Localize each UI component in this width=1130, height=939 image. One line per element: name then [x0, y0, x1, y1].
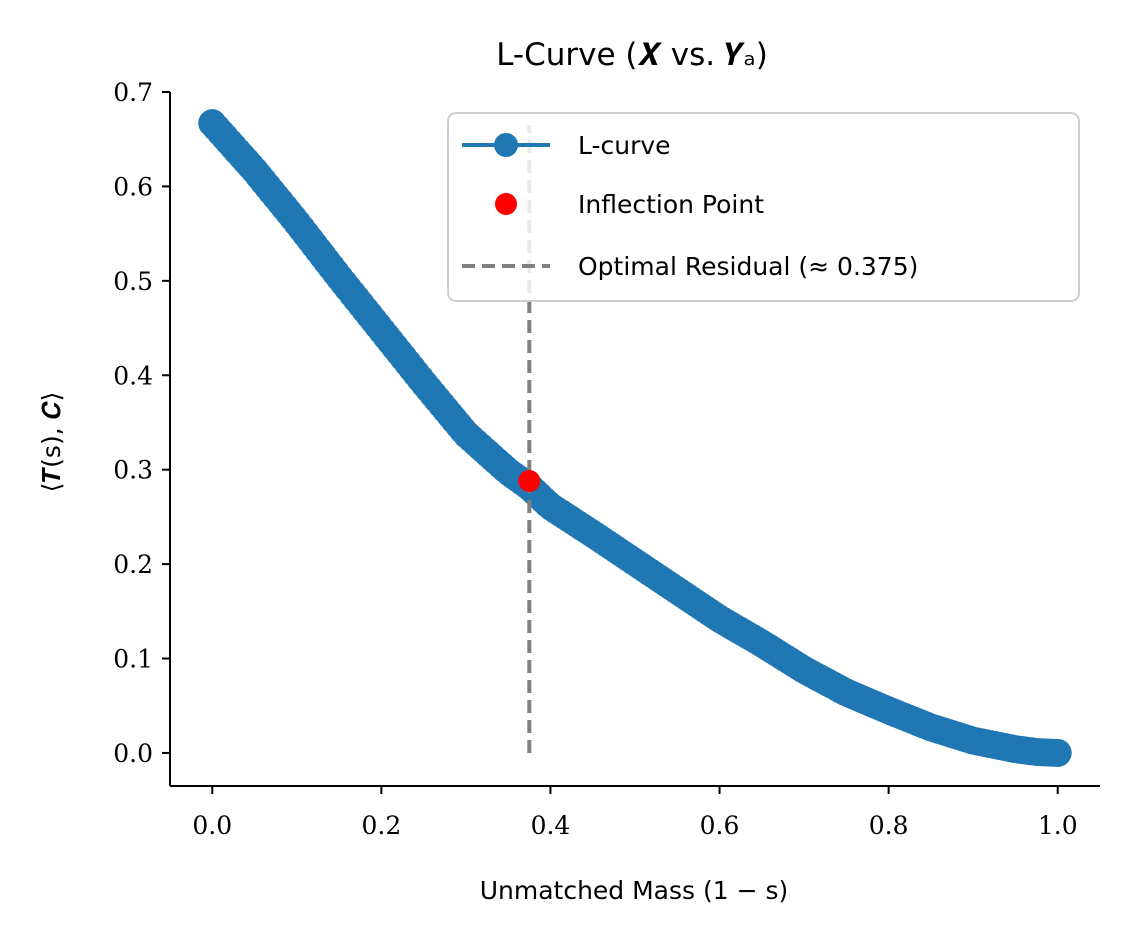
x-tick-label: 1.0 [1038, 811, 1078, 840]
y-tick-label: 0.0 [113, 739, 153, 768]
x-tick-label: 0.2 [361, 811, 401, 840]
inflection-point-marker [518, 470, 541, 493]
y-tick-label: 0.5 [113, 267, 153, 296]
y-tick-label: 0.3 [113, 456, 153, 485]
legend: L-curve Inflection Point Optimal Residual … [447, 112, 1080, 302]
legend-lcurve-marker [494, 133, 518, 157]
l-curve-marker [1043, 738, 1072, 767]
axes: 0.0 0.2 0.4 0.6 0.8 1.0 0.0 0.1 0.2 0.3 0.4 0.5 0.6 0… [113, 78, 1100, 840]
x-tick-label: 0.4 [531, 811, 571, 840]
y-tick-label: 0.1 [113, 645, 153, 674]
legend-lcurve-label: L-curve [578, 131, 671, 160]
chart-title: L-Curve (𝑿 vs. 𝒀ₐ) [496, 37, 768, 73]
x-tick-label: 0.0 [192, 811, 232, 840]
y-tick-label: 0.6 [113, 172, 153, 201]
legend-inflection-label: Inflection Point [578, 190, 764, 219]
y-tick-label: 0.2 [113, 550, 153, 579]
y-axis-label: ⟨𝑻(s), 𝑪⟩ [37, 392, 66, 493]
plot-area [198, 109, 1072, 767]
x-tick-label: 0.8 [869, 811, 909, 840]
x-tick-label: 0.6 [700, 811, 740, 840]
legend-inflection-marker [495, 193, 517, 215]
legend-residual-label: Optimal Residual (≈ 0.375) [578, 252, 918, 281]
legend-box [447, 112, 1080, 302]
y-tick-label: 0.4 [113, 361, 153, 390]
x-axis-label: Unmatched Mass (1 − s) [480, 876, 789, 905]
y-tick-label: 0.7 [113, 78, 153, 107]
